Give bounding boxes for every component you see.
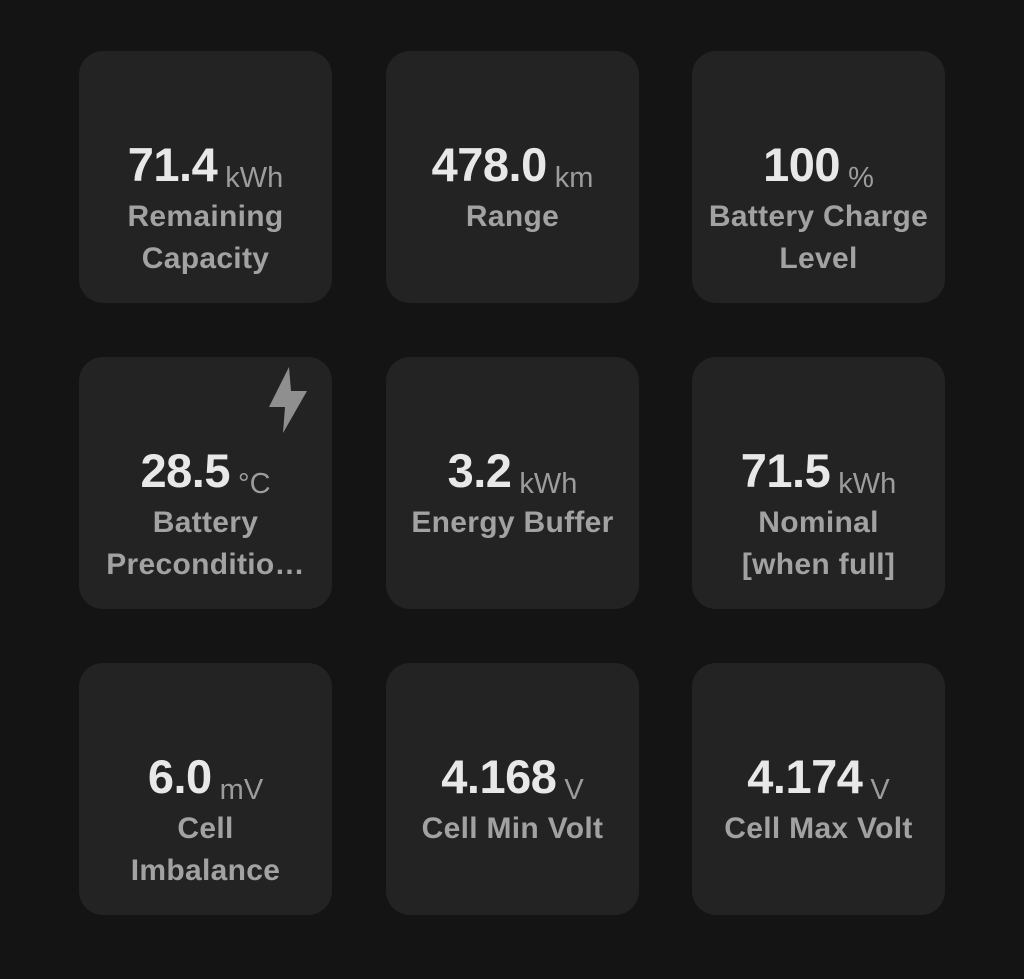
tile-value: 4.174 bbox=[747, 750, 863, 803]
tile-unit: % bbox=[848, 162, 874, 194]
tile-label: Nominal [when full] bbox=[741, 506, 896, 581]
tile-value: 478.0 bbox=[431, 138, 548, 191]
tile-unit: kWh bbox=[838, 468, 897, 500]
tile-energy-buffer[interactable]: 3.2 kWh Energy Buffer bbox=[386, 357, 639, 609]
lightning-bolt-icon bbox=[269, 367, 307, 433]
tile-unit: mV bbox=[219, 774, 264, 806]
tile-label: Cell Max Volt bbox=[724, 812, 913, 845]
tile-cell-imbalance[interactable]: 6.0 mV Cell Imbalance bbox=[79, 663, 332, 915]
tile-unit: V bbox=[564, 774, 584, 806]
tile-label: Remaining Capacity bbox=[127, 200, 284, 275]
tile-value: 71.5 bbox=[740, 444, 831, 497]
tile-value: 3.2 bbox=[447, 444, 512, 497]
tile-value: 28.5 bbox=[140, 444, 230, 497]
tile-cell-min-volt[interactable]: 4.168 V Cell Min Volt bbox=[386, 663, 639, 915]
tile-battery-preconditioning[interactable]: 28.5 °C Battery Preconditio… bbox=[79, 357, 332, 609]
tile-unit: V bbox=[870, 774, 890, 806]
tile-label: Cell Min Volt bbox=[421, 812, 604, 845]
tile-unit: kWh bbox=[519, 468, 578, 500]
tile-cell-max-volt[interactable]: 4.174 V Cell Max Volt bbox=[692, 663, 945, 915]
tile-remaining-capacity[interactable]: 71.4 kWh Remaining Capacity bbox=[79, 51, 332, 303]
tile-value: 71.4 bbox=[127, 138, 218, 191]
tile-unit: °C bbox=[237, 468, 271, 500]
tile-unit: km bbox=[554, 162, 594, 194]
tile-battery-charge-level[interactable]: 100% Battery Charge Level bbox=[692, 51, 945, 303]
tile-range[interactable]: 478.0 km Range bbox=[386, 51, 639, 303]
tile-label: Energy Buffer bbox=[411, 506, 614, 539]
tile-label: Battery Preconditio… bbox=[106, 506, 305, 581]
tile-label: Cell Imbalance bbox=[130, 812, 281, 887]
tile-label: Battery Charge Level bbox=[708, 200, 929, 275]
tile-value: 100 bbox=[763, 138, 841, 191]
tile-unit: kWh bbox=[225, 162, 284, 194]
tile-nominal-when-full[interactable]: 71.5 kWh Nominal [when full] bbox=[692, 357, 945, 609]
tile-label: Range bbox=[465, 200, 560, 233]
tile-value: 4.168 bbox=[441, 750, 557, 803]
tile-value: 6.0 bbox=[147, 750, 212, 803]
